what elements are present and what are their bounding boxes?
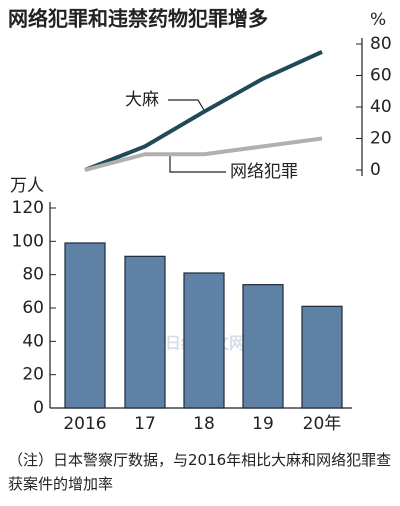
x-tick-label: 18 (193, 414, 215, 434)
x-tick-label: 19 (252, 414, 274, 434)
bar (301, 305, 343, 409)
y-tick-label: 80 (22, 265, 44, 285)
y-tick-label: 120 (12, 198, 44, 218)
series-label: 大麻 (125, 90, 159, 110)
bar (124, 255, 166, 409)
y-tick-label: 100 (12, 231, 44, 251)
y-unit: 万人 (10, 176, 44, 196)
x-tick-label: 17 (134, 414, 156, 434)
line-series (84, 50, 323, 172)
x-tick-label: 2016 (63, 414, 106, 434)
line-series (84, 136, 323, 172)
leader-line (168, 99, 206, 113)
leader-line (169, 155, 226, 173)
chart-title: 网络犯罪和违禁药物犯罪增多 (8, 7, 268, 31)
y-tick-label: 20 (370, 129, 392, 149)
note: （注）日本警察厅数据，与2016年相比大麻和网络犯罪查获案件的增加率 (8, 451, 392, 493)
y-tick-label: 60 (370, 66, 392, 86)
y-unit: % (370, 10, 386, 30)
y-tick-label: 0 (370, 160, 381, 180)
bar (242, 284, 284, 409)
y-tick-label: 60 (22, 298, 44, 318)
y-tick-label: 80 (370, 34, 392, 54)
bar (64, 242, 106, 409)
x-tick-label: 20年 (303, 414, 342, 434)
y-tick-label: 0 (33, 398, 44, 418)
y-tick-label: 20 (22, 365, 44, 385)
bar (183, 272, 225, 409)
y-tick-label: 40 (370, 97, 392, 117)
series-label: 网络犯罪 (230, 162, 298, 182)
y-tick-label: 40 (22, 331, 44, 351)
note-box: （注）日本警察厅数据，与2016年相比大麻和网络犯罪查获案件的增加率 (8, 451, 392, 493)
